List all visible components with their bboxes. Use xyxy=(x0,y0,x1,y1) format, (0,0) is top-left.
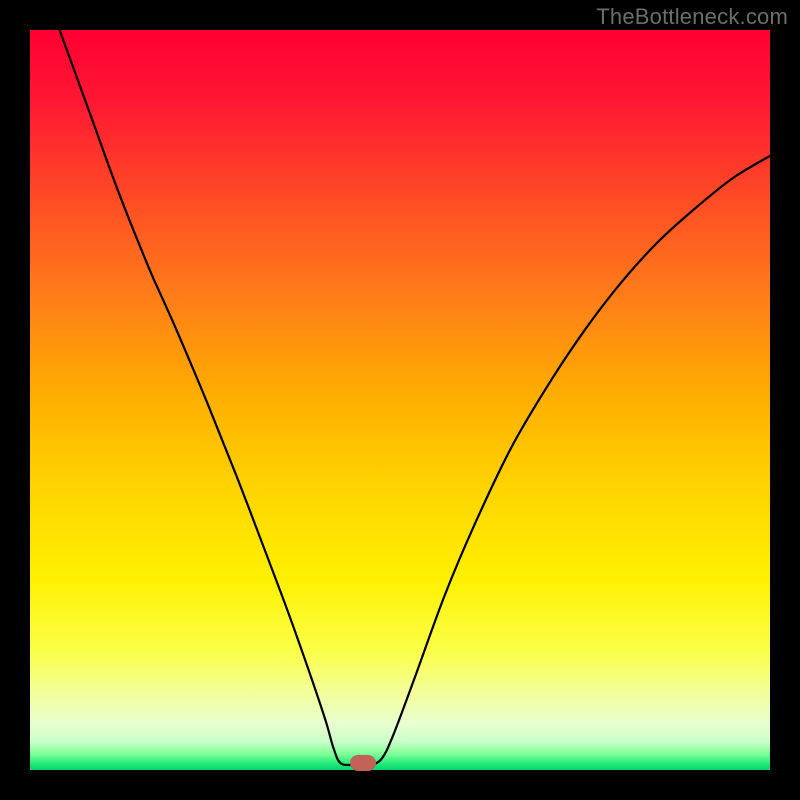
plot-region xyxy=(30,30,770,770)
chart-frame: TheBottleneck.com xyxy=(0,0,800,800)
bottleneck-curve xyxy=(60,30,770,765)
minimum-marker xyxy=(350,755,375,771)
watermark-text: TheBottleneck.com xyxy=(596,4,788,30)
curve-layer xyxy=(30,30,770,770)
